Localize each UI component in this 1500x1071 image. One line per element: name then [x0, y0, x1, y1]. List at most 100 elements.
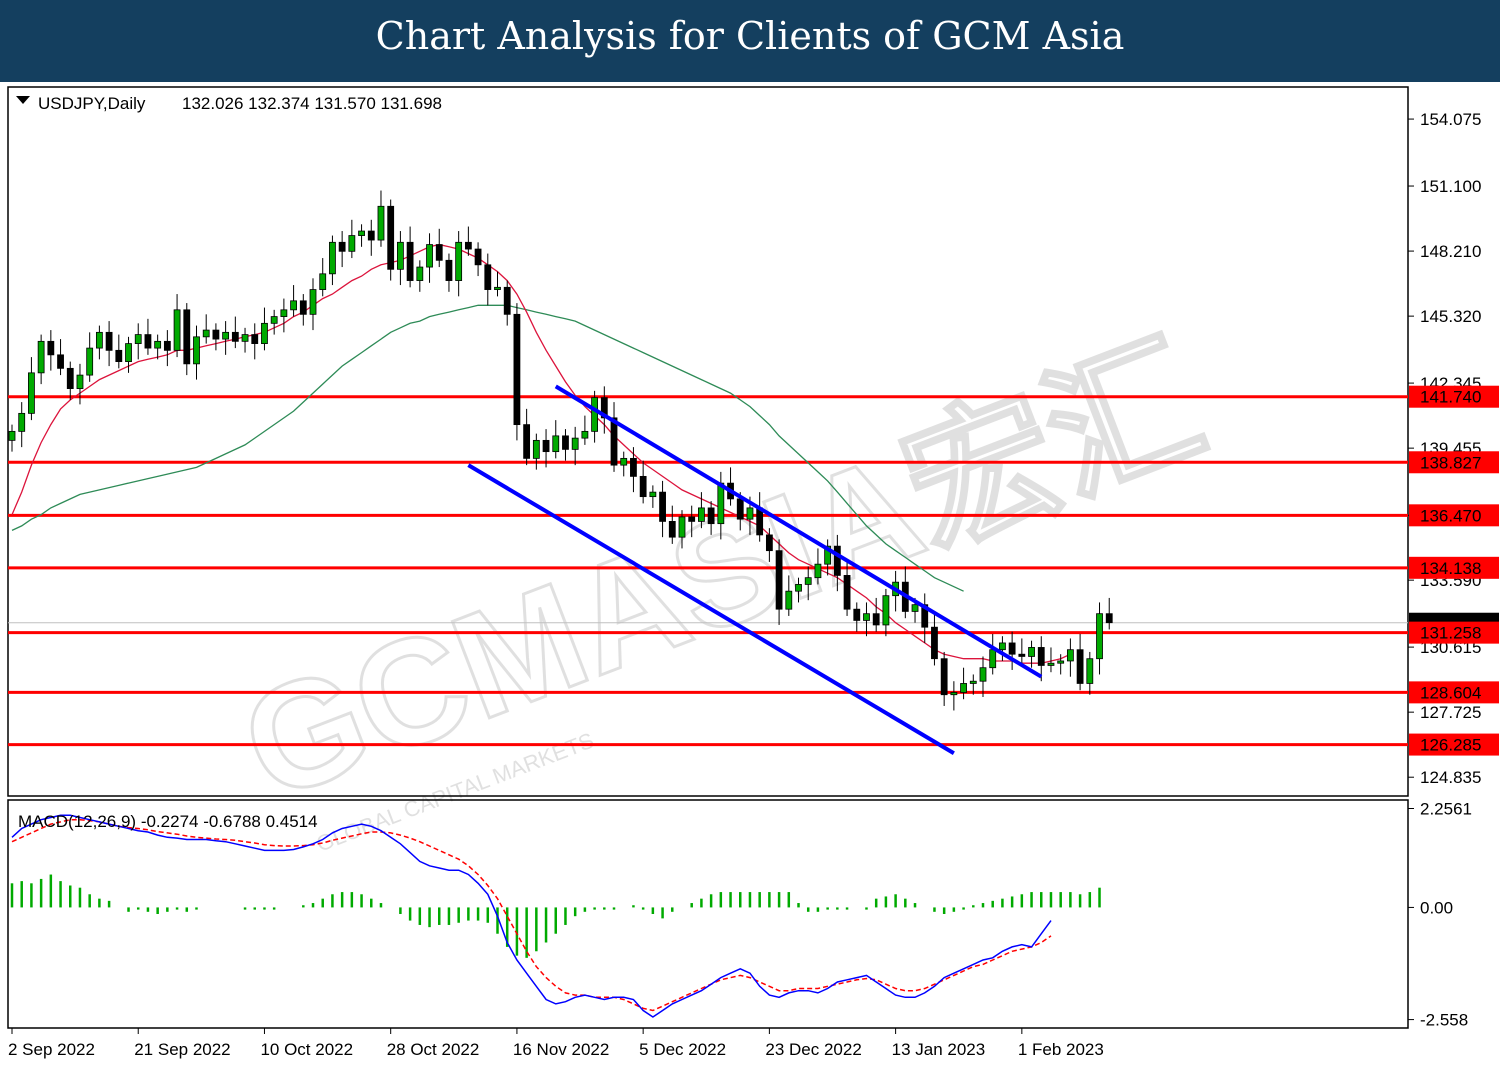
candle-body: [581, 430, 589, 439]
candle-body: [872, 613, 880, 626]
candle-body: [154, 340, 162, 349]
candle-body: [979, 667, 987, 682]
level-tag: [1409, 733, 1499, 756]
candle-body: [630, 457, 637, 477]
candle-body: [746, 507, 754, 520]
candle-body: [348, 235, 356, 252]
time-tick-label: 2 Sep 2022: [8, 1040, 95, 1059]
candle-body: [562, 435, 569, 450]
price-tick-label: 145.320: [1420, 307, 1481, 326]
candle-body: [1057, 660, 1065, 664]
candle-body: [28, 372, 35, 414]
candle-body: [445, 259, 453, 281]
level-label: 138.827: [1420, 453, 1481, 472]
candle-body: [678, 516, 686, 538]
page-title: Chart Analysis for Clients of GCM Asia: [375, 14, 1125, 58]
price-tick-label: 127.725: [1420, 703, 1481, 722]
candle-body: [270, 316, 278, 324]
candle-body: [1047, 662, 1055, 666]
candle-body: [338, 241, 346, 252]
candle-body: [86, 347, 94, 376]
level-tag: [1409, 385, 1499, 408]
candle-body: [193, 336, 200, 365]
candle-body: [1066, 649, 1074, 662]
candle-body: [115, 349, 123, 362]
candle-body: [911, 604, 919, 612]
candle-body: [785, 590, 793, 610]
candle-body: [804, 577, 812, 585]
candle-body: [464, 241, 472, 250]
candle-body: [125, 343, 132, 362]
macd-axis: 2.2561 0.00 -2.558: [1408, 800, 1472, 1030]
price-axis: 154.075151.100148.210145.320142.345139.4…: [1408, 110, 1499, 787]
macd-tick-label: 0.00: [1420, 898, 1453, 917]
macd-tick-label: -2.558: [1420, 1011, 1468, 1030]
candle-body: [455, 241, 463, 281]
candle-body: [513, 313, 521, 426]
candle-body: [494, 286, 501, 290]
candle-body: [76, 374, 84, 390]
candles-layer: [8, 190, 1113, 711]
candle-body: [688, 516, 696, 522]
candle-body: [163, 340, 171, 351]
candle-body: [989, 649, 997, 669]
candle-body: [144, 334, 152, 349]
candle-body: [358, 230, 365, 236]
candle-body: [134, 334, 142, 344]
candle-body: [814, 563, 822, 579]
candle-body: [66, 367, 74, 390]
candle-body: [571, 437, 579, 450]
candle-body: [1105, 613, 1113, 624]
time-tick-label: 23 Dec 2022: [765, 1040, 861, 1059]
candle-body: [795, 584, 802, 592]
level-tag: [1409, 451, 1499, 474]
candle-body: [736, 498, 744, 520]
candle-body: [396, 241, 404, 270]
candle-body: [591, 397, 598, 432]
candle-body: [659, 491, 666, 522]
candle-body: [833, 545, 841, 576]
candle-body: [280, 309, 288, 317]
candle-body: [717, 482, 725, 525]
macd-line: [11, 814, 1052, 1018]
candle-body: [707, 507, 715, 525]
candle-body: [329, 241, 336, 275]
candle-body: [756, 507, 764, 536]
channel-layer: [467, 384, 1043, 755]
candle-body: [299, 300, 307, 315]
level-label: 131.258: [1420, 624, 1481, 643]
candle-body: [532, 439, 540, 459]
time-tick-label: 21 Sep 2022: [134, 1040, 230, 1059]
price-tick-label: 148.210: [1420, 242, 1481, 261]
candle-body: [698, 507, 705, 522]
symbol-label: USDJPY,Daily: [38, 94, 146, 113]
candle-body: [222, 331, 230, 340]
candle-body: [241, 334, 249, 342]
candle-body: [406, 241, 414, 281]
candle-body: [950, 692, 958, 696]
candle-body: [1076, 649, 1084, 684]
time-tick-label: 16 Nov 2022: [513, 1040, 609, 1059]
candle-body: [251, 334, 259, 344]
time-tick-label: 28 Oct 2022: [387, 1040, 480, 1059]
candle-body: [1037, 647, 1045, 666]
time-tick-label: 10 Oct 2022: [260, 1040, 353, 1059]
candle-body: [843, 575, 851, 610]
time-axis: 2 Sep 2022 21 Sep 2022 10 Oct 2022 28 Oct 2…: [8, 1028, 1104, 1059]
chart-window[interactable]: GCMASIA宏汇 GLOBAL CAPITAL MARKETS 154.075…: [0, 82, 1500, 1071]
candle-body: [435, 244, 443, 261]
macd-label: MACD(12,26,9) -0.2274 -0.6788 0.4514: [18, 812, 318, 831]
candle-body: [775, 550, 783, 610]
candle-body: [853, 608, 861, 621]
candle-body: [377, 205, 385, 241]
candle-body: [960, 683, 967, 693]
dropdown-triangle-icon[interactable]: [16, 96, 30, 104]
time-tick-label: 5 Dec 2022: [639, 1040, 726, 1059]
candle-body: [173, 309, 181, 351]
candle-body: [610, 417, 618, 466]
candle-body: [367, 230, 375, 241]
candle-body: [600, 397, 608, 419]
candle-body: [484, 264, 492, 290]
candle-body: [523, 424, 531, 459]
time-tick-label: 1 Feb 2023: [1018, 1040, 1104, 1059]
